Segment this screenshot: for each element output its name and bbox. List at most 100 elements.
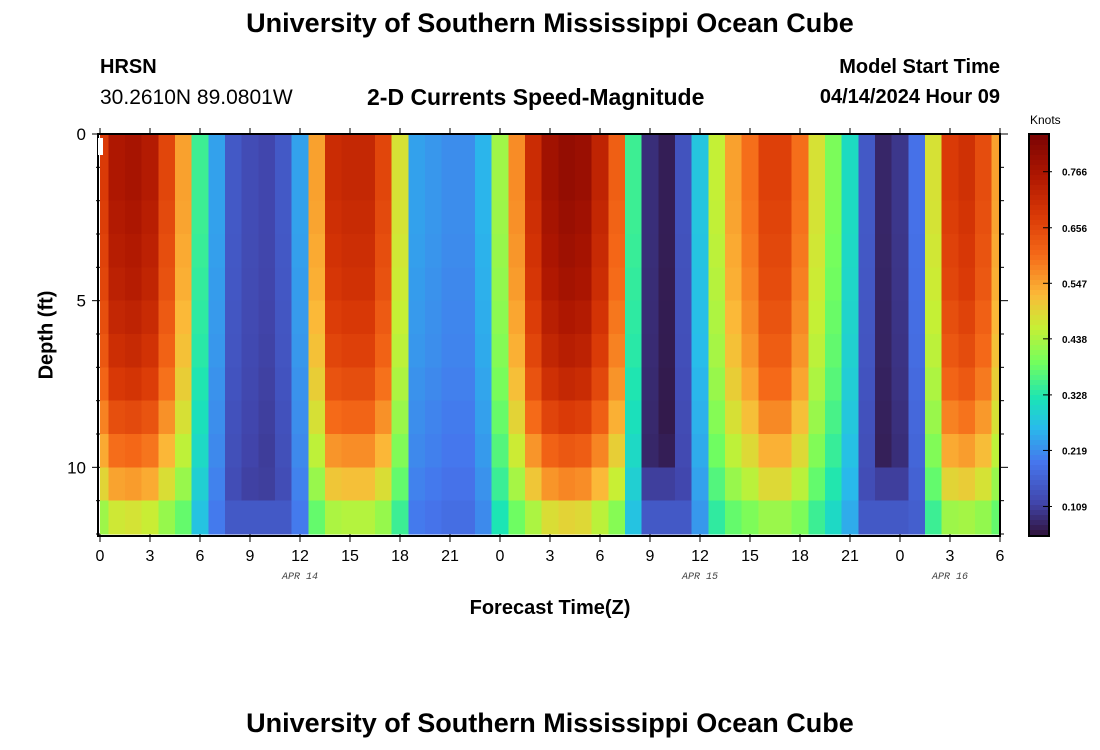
y-tick-label: 5: [77, 292, 86, 311]
heatmap-cell: [291, 234, 309, 268]
heatmap-cell: [325, 167, 343, 202]
heatmap-cell: [608, 400, 626, 435]
heatmap-cell: [541, 500, 559, 535]
x-tick-label: 15: [741, 548, 759, 565]
heatmap-cell: [741, 500, 759, 535]
heatmap-cell: [758, 134, 776, 168]
heatmap-cell: [758, 467, 776, 502]
colorbar-segment: [1030, 249, 1048, 255]
heatmap-cell: [958, 367, 976, 402]
heatmap-cell: [991, 434, 1001, 468]
colorbar-tick-label: 0.219: [1062, 446, 1087, 457]
colorbar-segment: [1030, 329, 1048, 335]
heatmap-cell: [658, 367, 676, 402]
heatmap-cell: [308, 467, 326, 502]
heatmap-cell: [375, 400, 393, 435]
heatmap-cell: [225, 500, 243, 535]
heatmap-cell: [208, 367, 226, 402]
heatmap-cell: [875, 467, 893, 502]
heatmap-cell: [608, 434, 626, 468]
heatmap-cell: [791, 167, 809, 202]
heatmap-cell: [275, 467, 293, 502]
heatmap-cell: [175, 367, 193, 402]
heatmap-cell: [208, 500, 226, 535]
page-title: University of Southern Mississippi Ocean…: [246, 8, 854, 38]
heatmap-cell: [391, 134, 409, 168]
heatmap-cell: [258, 367, 276, 402]
x-tick-label: 6: [596, 548, 605, 565]
heatmap-cell: [441, 334, 459, 368]
heatmap-cell: [675, 500, 693, 535]
heatmap-cell: [141, 400, 159, 435]
heatmap-cell: [308, 134, 326, 168]
heatmap-cell: [925, 367, 943, 402]
heatmap-cell: [258, 500, 276, 535]
heatmap-cell: [991, 234, 1001, 268]
heatmap-cell: [358, 334, 376, 368]
heatmap-cell: [641, 400, 659, 435]
heatmap-cell: [125, 200, 143, 235]
heatmap-cell: [175, 500, 193, 535]
heatmap-cell: [175, 467, 193, 502]
heatmap-cell: [691, 367, 709, 402]
heatmap-cell: [225, 234, 243, 268]
heatmap-cell: [258, 467, 276, 502]
heatmap-cell: [641, 134, 659, 168]
heatmap-cell: [975, 434, 993, 468]
heatmap-cell: [741, 434, 759, 468]
heatmap-cell: [575, 467, 593, 502]
heatmap-cell: [691, 500, 709, 535]
colorbar-tick-label: 0.109: [1062, 502, 1087, 513]
heatmap-cell: [891, 200, 909, 235]
heatmap-cell: [408, 334, 426, 368]
heatmap-cell: [258, 334, 276, 368]
colorbar-segment: [1030, 184, 1048, 190]
heatmap-cell: [375, 334, 393, 368]
heatmap-cell: [908, 267, 926, 302]
colorbar-segment: [1030, 344, 1048, 350]
heatmap-cell: [441, 134, 459, 168]
x-tick-label: 15: [341, 548, 359, 565]
heatmap-cell: [325, 334, 343, 368]
heatmap-cell: [675, 200, 693, 235]
x-tick-label: 3: [146, 548, 155, 565]
heatmap-cell: [691, 234, 709, 268]
y-tick-label: 10: [67, 458, 86, 477]
heatmap-cell: [558, 234, 576, 268]
heatmap-cell: [475, 500, 493, 535]
heatmap-cell: [808, 367, 826, 402]
heatmap-cell: [175, 400, 193, 435]
heatmap-cell: [408, 400, 426, 435]
heatmap-cell: [241, 367, 259, 402]
heatmap-cell: [575, 234, 593, 268]
heatmap-cell: [508, 467, 526, 502]
heatmap-cell: [341, 200, 359, 235]
colorbar: [1030, 134, 1048, 535]
heatmap-cell: [308, 434, 326, 468]
x-tick-label: 6: [196, 548, 205, 565]
heatmap-cell: [558, 434, 576, 468]
heatmap-cell: [425, 234, 443, 268]
heatmap-cell: [908, 467, 926, 502]
date-label: APR 14: [281, 572, 318, 583]
heatmap-cell: [225, 167, 243, 202]
heatmap-cell: [441, 267, 459, 302]
x-tick-label: 21: [441, 548, 459, 565]
heatmap-cell: [758, 200, 776, 235]
colorbar-segment: [1030, 209, 1048, 215]
heatmap-cell: [641, 167, 659, 202]
heatmap-cell: [858, 234, 876, 268]
heatmap-cell: [458, 167, 476, 202]
heatmap-cell: [291, 167, 309, 202]
heatmap-cell: [975, 367, 993, 402]
heatmap-cell: [575, 134, 593, 168]
colorbar-segment: [1030, 284, 1048, 290]
heatmap-cell: [858, 200, 876, 235]
heatmap-cell: [858, 500, 876, 535]
heatmap-cell: [791, 400, 809, 435]
heatmap-cell: [775, 167, 793, 202]
heatmap-cell: [808, 334, 826, 368]
heatmap-cell: [391, 467, 409, 502]
heatmap-cell: [991, 367, 1001, 402]
heatmap-cell: [291, 334, 309, 368]
